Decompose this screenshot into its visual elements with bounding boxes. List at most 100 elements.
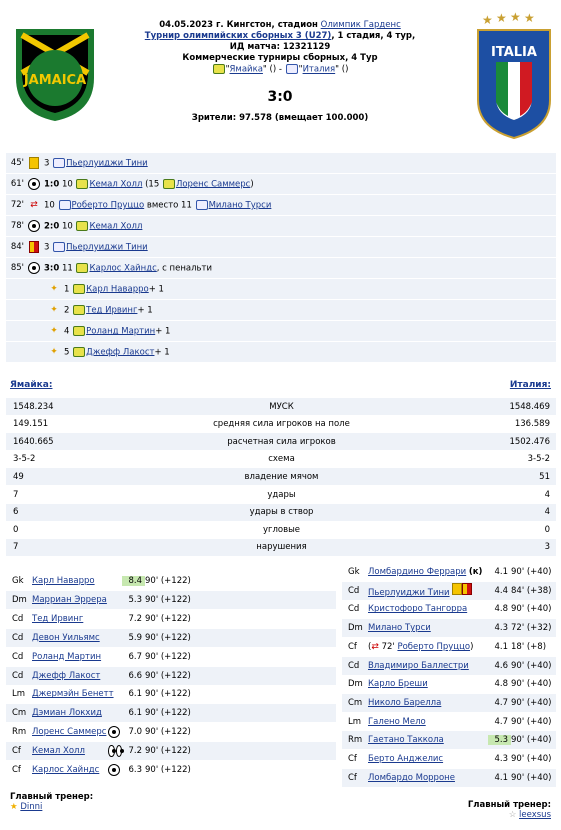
substitution-icon: ⇄ bbox=[30, 200, 38, 210]
match-score: 3:0 bbox=[267, 88, 293, 105]
event-score: 3:0 bbox=[44, 263, 60, 274]
home-team-link[interactable]: Ямайка bbox=[229, 64, 263, 75]
jamaica-logo: JAMAICA bbox=[10, 23, 100, 123]
event-player-link[interactable]: Роланд Мартин bbox=[86, 326, 156, 337]
stat-label: угловые bbox=[262, 524, 301, 535]
player-number: 1 bbox=[64, 284, 70, 295]
player-minutes: 90' (+40) bbox=[511, 716, 552, 727]
stat-label: удары в створ bbox=[249, 507, 314, 518]
player-name-link[interactable]: Милано Турси bbox=[368, 623, 431, 634]
player-rating: 4.1 bbox=[494, 772, 508, 783]
player-name-link[interactable]: Карлос Хайндс bbox=[32, 765, 100, 775]
event-minute: 72' bbox=[10, 200, 24, 210]
player-name-link[interactable]: Девон Уильямс bbox=[32, 632, 100, 643]
tournament-link[interactable]: Турнир олимпийских сборных 3 (U27) bbox=[144, 31, 332, 41]
player-rating: 5.9 bbox=[128, 632, 142, 643]
player-name-link[interactable]: Ломбардино Феррари bbox=[368, 567, 467, 577]
stat-away-value: 4 bbox=[544, 489, 550, 500]
stat-label: удары bbox=[267, 489, 296, 500]
event-player-link[interactable]: Карлос Хайндс bbox=[89, 263, 157, 274]
player-name-link[interactable]: Карл Наварро bbox=[32, 576, 95, 586]
event-text: 10 Роберто Пруццо вместо 11 Милано Турси bbox=[44, 199, 272, 211]
event-player-link[interactable]: Кемал Холл bbox=[89, 179, 143, 190]
event-assist-link[interactable]: Лоренс Саммерс bbox=[175, 179, 251, 190]
player-minutes: 90' (+40) bbox=[511, 604, 552, 615]
player-name-link[interactable]: Владимиро Баллестри bbox=[368, 660, 469, 671]
player-rating: 7.2 bbox=[128, 613, 142, 624]
stat-label: нарушения bbox=[256, 542, 307, 553]
player-name-link[interactable]: Берто Анджелис bbox=[368, 754, 444, 764]
player-name-link[interactable]: Николо Барелла bbox=[368, 697, 442, 708]
away-player-row: Cm Николо Барелла 4.7 90' (+40) bbox=[342, 693, 556, 712]
player-name-link[interactable]: Лоренс Саммерс bbox=[32, 727, 107, 738]
substitution-icon: ⇄ bbox=[371, 641, 379, 652]
player-rating: 6.7 bbox=[128, 651, 142, 662]
player-name-link[interactable]: Марриан Эррера bbox=[32, 594, 107, 605]
event-row: 45' 3 Пьерлуиджи Тини bbox=[6, 153, 556, 173]
player-name-link[interactable]: Дэмиан Локхид bbox=[32, 708, 102, 719]
player-name-link[interactable]: Роберто Пруццо bbox=[397, 641, 471, 652]
player-rating: 4.4 bbox=[494, 585, 508, 596]
stat-row: 3-5-2 схема 3-5-2 bbox=[6, 451, 556, 468]
player-number: 3 bbox=[44, 242, 50, 253]
stat-row: 49 владение мячом 51 bbox=[6, 468, 556, 486]
player-minutes: 72' (+32) bbox=[511, 623, 552, 634]
event-note: + 1 bbox=[148, 284, 164, 295]
player-name-link[interactable]: Гаетано Таккола bbox=[368, 735, 444, 746]
player-name-link[interactable]: Ломбардо Морроне bbox=[368, 772, 455, 783]
shirt-icon bbox=[73, 346, 86, 357]
stadium-link[interactable]: Олимпик Гарденс bbox=[320, 20, 401, 30]
penalty-icon: ✦ bbox=[50, 305, 58, 315]
event-player-link[interactable]: Кемал Холл bbox=[89, 221, 143, 232]
event-text: 3 Пьерлуиджи Тини bbox=[44, 241, 148, 253]
stat-away-value: 1502.476 bbox=[509, 436, 550, 447]
player-position: Gk bbox=[348, 567, 360, 577]
event-row: 61' 1:0 10 Кемал Холл (15 Лоренс Саммерс) bbox=[6, 174, 556, 194]
player-name-link[interactable]: Карло Бреши bbox=[368, 679, 428, 690]
event-icon bbox=[28, 157, 40, 169]
player-name-link[interactable]: Джефф Лакост bbox=[32, 670, 101, 681]
player-rating: 4.3 bbox=[494, 754, 508, 764]
player-name-link[interactable]: Джермэйн Бенетт bbox=[32, 689, 114, 700]
away-player-row: Cf Ломбардо Морроне 4.1 90' (+40) bbox=[342, 768, 556, 787]
event-row: 78' 2:0 10 Кемал Холл bbox=[6, 216, 556, 236]
event-player-link[interactable]: Пьерлуиджи Тини bbox=[66, 242, 148, 253]
event-player-link[interactable]: Роберто Пруццо bbox=[71, 200, 145, 211]
stat-row: 0 угловые 0 bbox=[6, 521, 556, 538]
event-text: 4 Роланд Мартин+ 1 bbox=[64, 325, 170, 337]
event-player-link[interactable]: Тед Ирвинг bbox=[86, 305, 138, 316]
event-player-link[interactable]: Джефф Лакост bbox=[86, 347, 155, 358]
away-team-stats-link[interactable]: Италия: bbox=[509, 380, 551, 390]
teams-line: "Ямайка" () - "Италия" () bbox=[120, 64, 440, 76]
player-name-link[interactable]: Пьерлуиджи Тини bbox=[368, 588, 450, 599]
event-icon bbox=[28, 262, 40, 274]
event-icon: ✦ bbox=[48, 304, 60, 316]
player-position: Lm bbox=[12, 689, 26, 700]
home-team-stats-link[interactable]: Ямайка: bbox=[10, 380, 53, 390]
penalty-icon: ✦ bbox=[50, 326, 58, 336]
player-number: 11 bbox=[61, 263, 73, 274]
player-name-link[interactable]: Кристофоро Тангорра bbox=[368, 604, 468, 615]
svg-text:JAMAICA: JAMAICA bbox=[23, 73, 86, 88]
away-coach-link[interactable]: leexsus bbox=[519, 810, 551, 820]
player-number: 10 bbox=[61, 179, 73, 190]
home-player-row: Lm Джермэйн Бенетт 6.1 90' (+122) bbox=[6, 685, 336, 703]
player-name-link[interactable]: Тед Ирвинг bbox=[32, 613, 84, 624]
ball-icon bbox=[28, 178, 40, 190]
player-name-link[interactable]: Галено Мело bbox=[368, 716, 426, 727]
event-row: ✦ 1 Карл Наварро+ 1 bbox=[6, 279, 556, 299]
player-minutes: 90' (+122) bbox=[145, 689, 191, 700]
player-rating: 6.3 bbox=[128, 765, 142, 775]
event-player-link[interactable]: Карл Наварро bbox=[86, 284, 149, 295]
event-player-link[interactable]: Пьерлуиджи Тини bbox=[66, 158, 148, 169]
event-player-link[interactable]: Милано Турси bbox=[208, 200, 272, 211]
home-player-row: Gk Карл Наварро 8.4 90' (+122) bbox=[6, 572, 336, 590]
event-row: 72' ⇄ 10 Роберто Пруццо вместо 11 Милано Т… bbox=[6, 195, 556, 215]
player-name-link[interactable]: Кемал Холл bbox=[32, 746, 85, 757]
home-coach-link[interactable]: Dinni bbox=[20, 802, 43, 812]
player-name-link[interactable]: Роланд Мартин bbox=[32, 651, 102, 662]
player-rating: 4.6 bbox=[494, 660, 508, 671]
stat-row: 7 нарушения 3 bbox=[6, 538, 556, 556]
away-team-link[interactable]: Италия bbox=[302, 64, 336, 75]
home-player-row: Cd Девон Уильямс 5.9 90' (+122) bbox=[6, 628, 336, 647]
